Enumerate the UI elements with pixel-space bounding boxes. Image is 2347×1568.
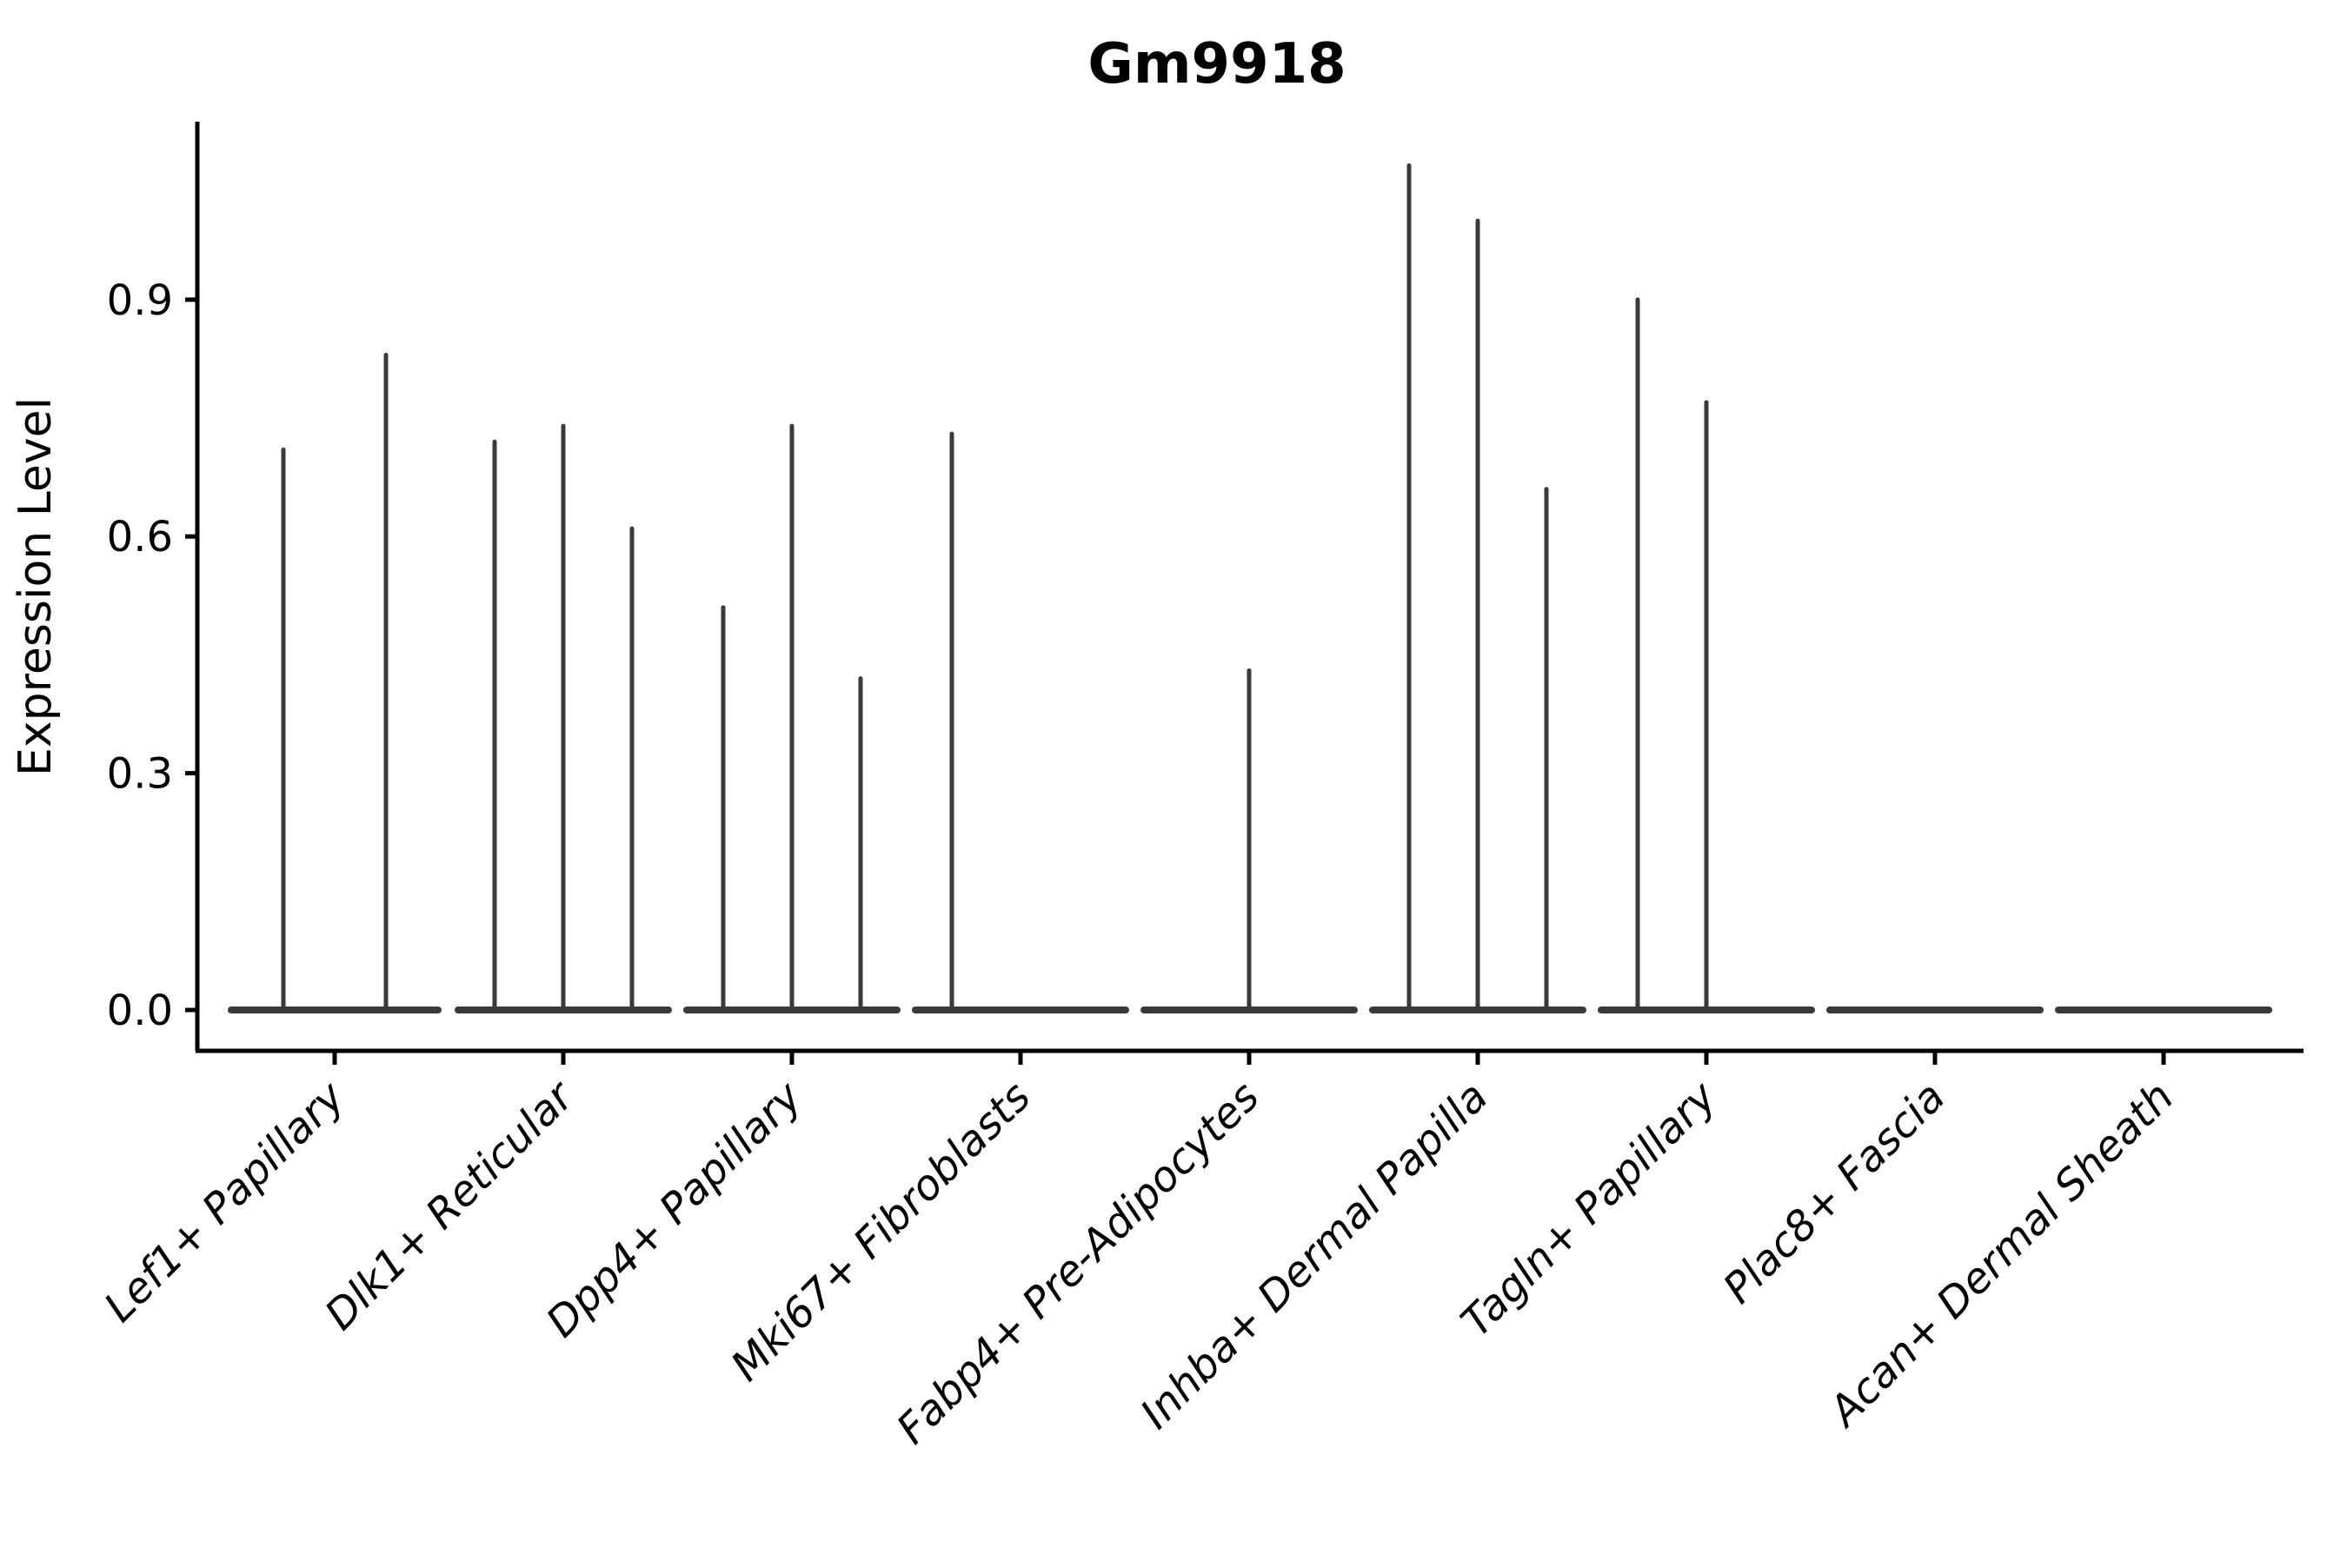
x-category-label: Lef1+ Papillary xyxy=(95,1072,355,1332)
violin-category xyxy=(228,352,442,1013)
y-tick-label: 0.0 xyxy=(107,987,173,1035)
plot-title: Gm9918 xyxy=(1087,32,1346,96)
x-category-label: Dpp4+ Papillary xyxy=(537,1072,812,1346)
violin-category xyxy=(683,423,901,1013)
violins-group xyxy=(228,163,2272,1013)
x-category-label: Plac8+ Fascia xyxy=(1714,1073,1955,1313)
y-axis-label: Expression Level xyxy=(10,397,62,776)
violin-category xyxy=(1140,668,1358,1013)
violin-category xyxy=(912,431,1129,1013)
violin-category xyxy=(455,423,672,1013)
y-tick-label: 0.3 xyxy=(107,750,173,799)
x-category-label: Fabp4+ Pre-Adipocytes xyxy=(888,1073,1269,1454)
x-category-label: Tagln+ Papillary xyxy=(1452,1072,1726,1346)
y-tick-label: 0.9 xyxy=(107,276,173,325)
violin-category xyxy=(1598,297,1815,1013)
x-category-label: Dlk1+ Reticular xyxy=(316,1071,585,1340)
violin-category xyxy=(1369,163,1586,1013)
y-axis: 0.0 0.3 0.6 0.9 xyxy=(107,276,197,1035)
y-tick-label: 0.6 xyxy=(107,513,173,561)
